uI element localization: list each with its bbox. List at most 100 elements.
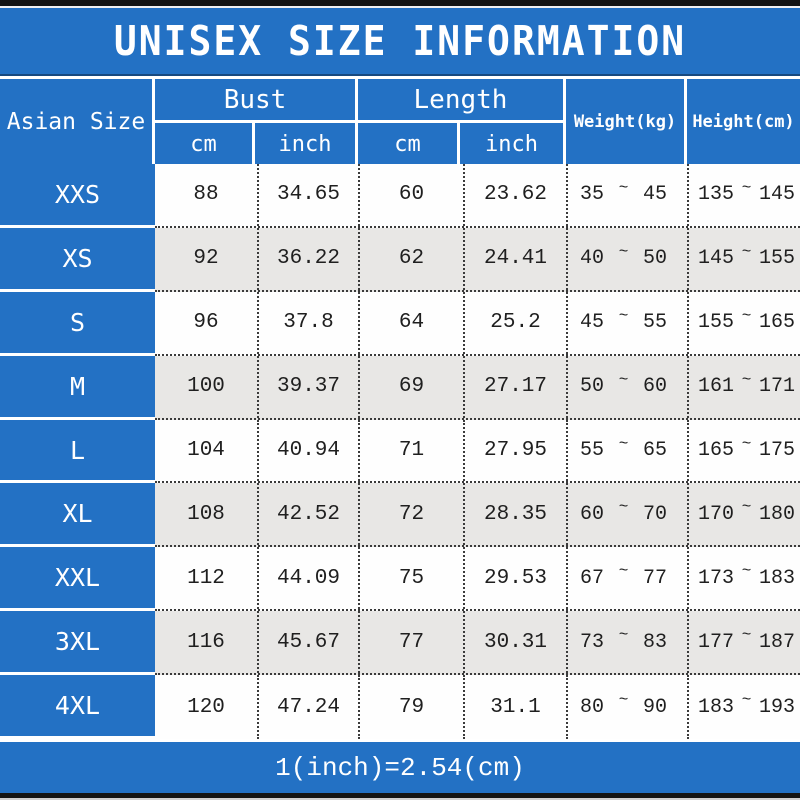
table-header: Asian Size Bust cm inch Length cm inch W… [0, 79, 800, 164]
header-bust-inch: inch [278, 132, 332, 157]
length-cm-cell: 60 [358, 164, 463, 226]
tilde-symbol: ~ [618, 370, 629, 389]
length-cm-cell: 75 [358, 547, 463, 610]
length-cm-cell: 72 [358, 483, 463, 546]
table-row: S 96 37.8 64 25.2 45 ~ 55 155 ~ 165 [0, 291, 800, 356]
height-range-cell: 177 ~ 187 [687, 611, 800, 674]
header-length-inch: inch [485, 132, 538, 157]
header-group-bust: Bust cm inch [155, 79, 358, 164]
weight-max: 70 [642, 502, 667, 526]
bust-inch-cell: 45.67 [257, 611, 358, 674]
weight-max: 45 [642, 183, 667, 207]
height-min: 145 [698, 247, 735, 271]
weight-min: 73 [580, 630, 605, 654]
bust-inch-cell: 34.65 [257, 164, 358, 226]
header-group-length: Length cm inch [358, 79, 566, 164]
row-data-cells: 116 45.67 77 30.31 73 ~ 83 177 ~ 187 [155, 611, 800, 676]
tilde-symbol: ~ [618, 434, 629, 453]
length-inch-cell: 29.53 [463, 547, 566, 610]
bust-cm-cell: 88 [193, 183, 219, 207]
length-cm-cell: 79 [358, 675, 463, 740]
tilde-symbol: ~ [618, 306, 629, 325]
title-bottom-edge [0, 74, 800, 76]
tilde-symbol: ~ [741, 306, 752, 325]
size-label-cell: L [0, 419, 155, 484]
tilde-symbol: ~ [741, 434, 752, 453]
row-data-cells: 96 37.8 64 25.2 45 ~ 55 155 ~ 165 [155, 291, 800, 356]
height-min: 155 [698, 311, 735, 335]
header-asian-size: Asian Size [0, 79, 155, 164]
length-inch-cell: 25.2 [463, 291, 566, 354]
length-cm-cell: 77 [358, 611, 463, 674]
tilde-symbol: ~ [741, 626, 752, 645]
length-cm-cell: 71 [358, 419, 463, 482]
bust-inch-cell: 47.24 [257, 675, 358, 740]
size-label-cell: XXL [0, 547, 155, 612]
height-max: 171 [758, 375, 795, 399]
weight-range-cell: 73 ~ 83 [566, 611, 687, 674]
size-label-cell: XS [0, 227, 155, 292]
row-data-cells: 104 40.94 71 27.95 55 ~ 65 165 ~ 175 [155, 419, 800, 484]
weight-max: 60 [642, 375, 667, 399]
height-range-cell: 155 ~ 165 [687, 291, 800, 354]
tilde-symbol: ~ [618, 242, 629, 261]
table-row: L 104 40.94 71 27.95 55 ~ 65 165 ~ 175 [0, 419, 800, 484]
row-data-cells: 88 34.65 60 23.62 35 ~ 45 135 ~ 145 [155, 164, 800, 228]
bust-inch-cell: 44.09 [257, 547, 358, 610]
weight-range-cell: 40 ~ 50 [566, 227, 687, 290]
weight-min: 67 [580, 566, 605, 590]
length-inch-cell: 28.35 [463, 483, 566, 546]
height-min: 173 [698, 566, 735, 590]
height-max: 165 [758, 311, 795, 335]
tilde-symbol: ~ [741, 691, 752, 710]
table-row: 4XL 120 47.24 79 31.1 80 ~ 90 183 ~ 193 [0, 675, 800, 740]
weight-max: 55 [642, 311, 667, 335]
bust-cm-cell: 116 [187, 630, 225, 654]
height-range-cell: 183 ~ 193 [687, 675, 800, 740]
tilde-symbol: ~ [741, 242, 752, 261]
height-max: 155 [758, 247, 795, 271]
length-inch-cell: 31.1 [463, 675, 566, 740]
height-min: 170 [698, 502, 735, 526]
tilde-symbol: ~ [618, 178, 629, 197]
height-max: 193 [758, 695, 795, 719]
bottom-edge [0, 798, 800, 800]
weight-max: 77 [642, 566, 667, 590]
length-inch-cell: 23.62 [463, 164, 566, 226]
bust-inch-cell: 39.37 [257, 355, 358, 418]
row-data-cells: 100 39.37 69 27.17 50 ~ 60 161 ~ 171 [155, 355, 800, 420]
tilde-symbol: ~ [618, 498, 629, 517]
weight-max: 83 [642, 630, 667, 654]
weight-range-cell: 67 ~ 77 [566, 547, 687, 610]
header-weight: Weight(kg) [566, 79, 687, 164]
length-inch-cell: 30.31 [463, 611, 566, 674]
title-bar: UNISEX SIZE INFORMATION [0, 8, 800, 74]
weight-range-cell: 35 ~ 45 [566, 164, 687, 226]
length-cm-cell: 64 [358, 291, 463, 354]
height-min: 177 [698, 630, 735, 654]
height-min: 135 [698, 183, 735, 207]
bottom-black-bar [0, 793, 800, 798]
row-data-cells: 112 44.09 75 29.53 67 ~ 77 173 ~ 183 [155, 547, 800, 612]
length-inch-cell: 27.95 [463, 419, 566, 482]
footer-bar: 1(inch)=2.54(cm) [0, 742, 800, 793]
height-range-cell: 173 ~ 183 [687, 547, 800, 610]
header-length-label: Length [358, 79, 563, 123]
bust-cm-cell: 120 [187, 695, 225, 719]
length-inch-cell: 24.41 [463, 227, 566, 290]
height-range-cell: 170 ~ 180 [687, 483, 800, 546]
length-inch-cell: 27.17 [463, 355, 566, 418]
weight-min: 80 [580, 695, 605, 719]
bust-cm-cell: 112 [187, 566, 225, 590]
weight-min: 45 [580, 311, 605, 335]
height-max: 183 [758, 566, 795, 590]
header-bust-subcolumns: cm inch [155, 123, 355, 164]
size-label-cell: 4XL [0, 675, 155, 740]
weight-max: 50 [642, 247, 667, 271]
title-header-divider [0, 76, 800, 79]
footer-divider [0, 739, 800, 742]
weight-range-cell: 45 ~ 55 [566, 291, 687, 354]
row-data-cells: 120 47.24 79 31.1 80 ~ 90 183 ~ 193 [155, 675, 800, 740]
height-min: 165 [698, 439, 735, 462]
